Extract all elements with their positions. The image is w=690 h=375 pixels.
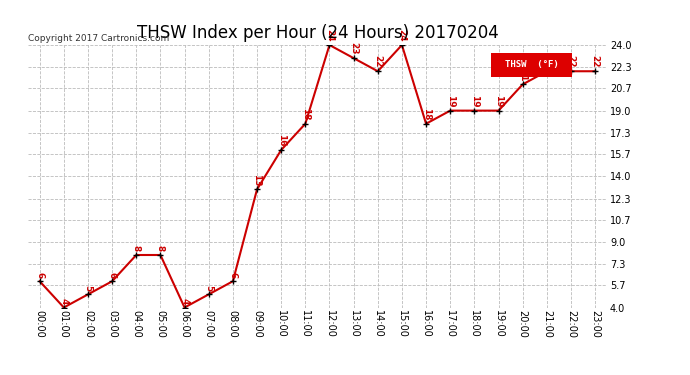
- Text: 23: 23: [349, 42, 358, 55]
- Text: 19: 19: [470, 95, 479, 107]
- Text: 22: 22: [542, 56, 551, 68]
- Text: 22: 22: [591, 56, 600, 68]
- Text: Copyright 2017 Cartronics.com: Copyright 2017 Cartronics.com: [28, 34, 169, 43]
- Text: 6: 6: [228, 272, 237, 278]
- Text: 5: 5: [83, 285, 92, 291]
- Text: 19: 19: [494, 95, 503, 107]
- Text: 13: 13: [253, 174, 262, 186]
- Text: 18: 18: [301, 108, 310, 120]
- Text: 21: 21: [518, 69, 527, 81]
- Text: 8: 8: [132, 246, 141, 252]
- Text: 22: 22: [373, 56, 382, 68]
- Text: 8: 8: [156, 246, 165, 252]
- Text: 4: 4: [180, 298, 189, 304]
- Text: 16: 16: [277, 134, 286, 147]
- Text: 22: 22: [566, 56, 575, 68]
- Title: THSW Index per Hour (24 Hours) 20170204: THSW Index per Hour (24 Hours) 20170204: [137, 24, 498, 42]
- Text: 19: 19: [446, 95, 455, 107]
- Text: 24: 24: [397, 29, 406, 42]
- Text: 6: 6: [108, 272, 117, 278]
- Text: 5: 5: [204, 285, 213, 291]
- Text: 24: 24: [325, 29, 334, 42]
- Text: 6: 6: [35, 272, 44, 278]
- Text: 18: 18: [422, 108, 431, 120]
- Text: 4: 4: [59, 298, 68, 304]
